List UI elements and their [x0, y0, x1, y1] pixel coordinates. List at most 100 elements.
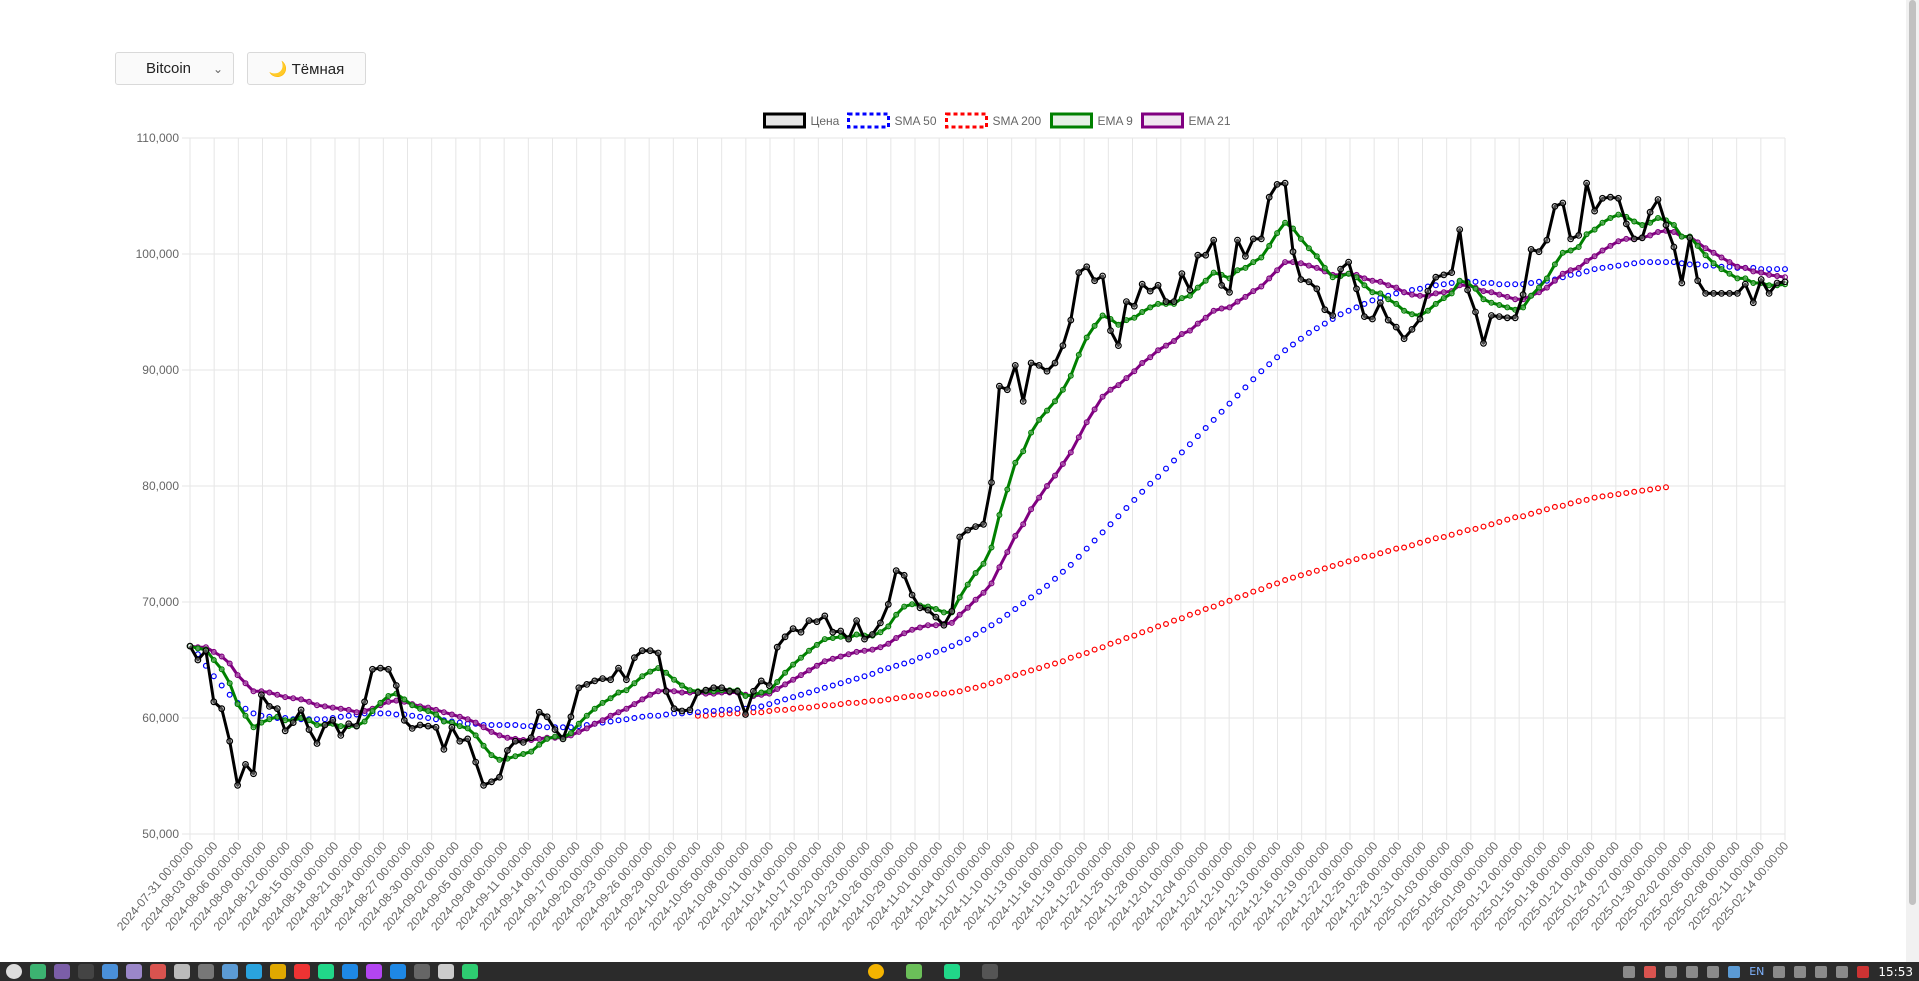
- legend-item[interactable]: Цена: [763, 112, 840, 129]
- data-point: [266, 703, 273, 710]
- legend-item[interactable]: SMA 200: [945, 112, 1042, 129]
- data-point: [1091, 537, 1098, 544]
- data-point: [583, 712, 590, 719]
- keyboard-layout[interactable]: EN: [1749, 965, 1765, 978]
- cpu-icon[interactable]: [1707, 965, 1720, 978]
- app-icon[interactable]: [438, 964, 454, 979]
- legend-label: SMA 50: [895, 114, 937, 128]
- browser-icon[interactable]: [270, 964, 286, 979]
- data-point: [1773, 279, 1781, 287]
- app-icon[interactable]: [126, 964, 142, 979]
- page-scrollbar[interactable]: [1906, 0, 1919, 962]
- data-point: [361, 698, 369, 706]
- show-desktop-icon[interactable]: [30, 964, 46, 979]
- terminal-icon[interactable]: [78, 964, 94, 979]
- pycharm-icon[interactable]: [944, 964, 960, 979]
- trash-icon[interactable]: [1794, 965, 1807, 978]
- data-point: [773, 643, 781, 651]
- app-icon[interactable]: [982, 964, 998, 979]
- vscode-icon[interactable]: [390, 964, 406, 979]
- data-point: [1512, 281, 1519, 288]
- phpstorm-icon[interactable]: [366, 964, 382, 979]
- data-point: [1075, 269, 1083, 277]
- menu-icon[interactable]: [6, 964, 22, 979]
- user-icon[interactable]: [1773, 965, 1786, 978]
- data-point: [980, 626, 987, 633]
- flag-icon[interactable]: [1857, 965, 1870, 978]
- legend-swatch: [1050, 112, 1093, 129]
- data-point: [321, 716, 328, 723]
- data-point: [1654, 485, 1661, 492]
- data-point: [972, 570, 979, 577]
- data-point: [1353, 285, 1360, 293]
- app-icon[interactable]: [102, 964, 118, 979]
- series-sma-50: [187, 259, 1788, 731]
- yandex-icon[interactable]: [294, 964, 310, 979]
- webstorm-icon[interactable]: [342, 964, 358, 979]
- data-point: [599, 675, 606, 682]
- network-icon[interactable]: [1623, 965, 1636, 978]
- data-point: [837, 680, 844, 687]
- data-point: [416, 721, 424, 729]
- data-point: [1028, 594, 1035, 601]
- data-point: [758, 703, 765, 710]
- shield-icon[interactable]: [1686, 965, 1699, 978]
- app-icon[interactable]: [222, 964, 238, 979]
- data-point: [1067, 316, 1075, 324]
- data-point: [1559, 199, 1567, 207]
- data-point: [1781, 278, 1789, 286]
- data-point: [1583, 231, 1590, 238]
- bluetooth-icon[interactable]: [1665, 965, 1678, 978]
- files-icon[interactable]: [906, 964, 922, 979]
- data-point: [575, 720, 582, 727]
- data-point: [1694, 277, 1702, 285]
- data-point: [1178, 449, 1185, 456]
- data-point: [345, 712, 352, 719]
- data-point: [686, 706, 694, 714]
- app-launcher-icon[interactable]: [54, 964, 70, 979]
- data-point: [266, 716, 273, 723]
- asset-select[interactable]: Bitcoin ⌄: [115, 52, 234, 85]
- app-icon[interactable]: [150, 964, 166, 979]
- legend-item[interactable]: SMA 50: [847, 112, 937, 129]
- data-point: [757, 677, 765, 685]
- app-icon[interactable]: [462, 964, 478, 979]
- data-point: [1551, 277, 1558, 284]
- data-point: [1274, 354, 1281, 361]
- app-tray-icon[interactable]: [1728, 965, 1741, 978]
- data-point: [884, 600, 892, 608]
- data-point: [1639, 259, 1646, 266]
- data-point: [511, 737, 519, 745]
- network-wired-icon[interactable]: [1815, 965, 1828, 978]
- data-point: [567, 730, 574, 737]
- data-point: [417, 705, 424, 712]
- data-point: [964, 581, 971, 588]
- data-point: [1273, 180, 1281, 188]
- data-point: [861, 698, 868, 705]
- volume-icon[interactable]: [1836, 965, 1849, 978]
- pycharm-icon[interactable]: [318, 964, 334, 979]
- legend-item[interactable]: EMA 21: [1141, 112, 1231, 129]
- data-point: [892, 567, 900, 575]
- data-point: [1274, 267, 1281, 274]
- data-point: [218, 705, 226, 713]
- data-point: [1241, 252, 1249, 260]
- data-point: [1011, 362, 1019, 369]
- theme-toggle-button[interactable]: 🌙 Тёмная: [247, 52, 366, 85]
- data-point: [948, 607, 956, 615]
- data-point: [1551, 261, 1558, 268]
- scrollbar-thumb[interactable]: [1909, 0, 1916, 905]
- data-point: [496, 773, 503, 781]
- app-icon[interactable]: [198, 964, 214, 979]
- data-point: [1305, 245, 1312, 252]
- chrome-icon[interactable]: [868, 964, 884, 979]
- legend-item[interactable]: EMA 9: [1050, 112, 1134, 129]
- app-icon[interactable]: [174, 964, 190, 979]
- data-point: [1432, 535, 1439, 542]
- telegram-icon[interactable]: [246, 964, 262, 979]
- app-icon[interactable]: [414, 964, 430, 979]
- app-tray-icon[interactable]: [1644, 965, 1657, 978]
- data-point: [194, 645, 201, 652]
- data-point: [1282, 577, 1289, 584]
- data-point: [1289, 574, 1296, 581]
